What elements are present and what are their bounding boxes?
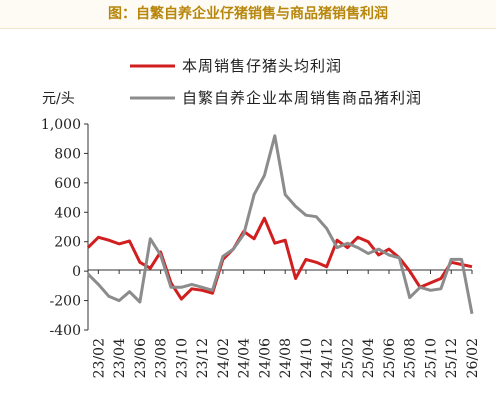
y-tick-label: -200	[50, 294, 81, 310]
series-line-2	[86, 134, 474, 315]
x-tick-label: 24/02	[216, 338, 232, 378]
x-tick-label: 23/10	[174, 338, 190, 378]
x-tick-label: 23/06	[133, 338, 149, 378]
y-tick-label: 800	[54, 146, 81, 162]
x-tick-label: 23/02	[91, 338, 107, 378]
x-tick-label: 24/04	[237, 338, 253, 378]
y-tick-label: 400	[54, 205, 81, 221]
x-tick-label: 24/12	[320, 338, 336, 378]
x-tick-label: 23/08	[154, 338, 170, 378]
title-bar	[0, 0, 496, 29]
x-tick-label: 25/12	[444, 338, 460, 378]
y-tick-label: 200	[54, 235, 81, 251]
legend-label-series1: 本周销售仔猪头均利润	[182, 57, 342, 75]
y-tick-label: 600	[54, 176, 81, 192]
x-tick-label: 25/02	[340, 338, 356, 378]
x-tick-label: 24/10	[299, 338, 315, 378]
legend-label-series2: 自繁自养企业本周销售商品猪利润	[182, 89, 422, 107]
x-tick-label: 25/10	[423, 338, 439, 378]
chart-title: 图：自繁自养企业仔猪销售与商品猪销售利润	[108, 6, 388, 22]
x-tick-label: 24/06	[257, 338, 273, 378]
x-tick-label: 25/08	[403, 338, 419, 378]
x-tick-label: 23/04	[112, 338, 128, 378]
y-tick-label: 0	[72, 264, 81, 280]
x-tick-label: 25/06	[382, 338, 398, 378]
y-tick-label: -400	[50, 323, 81, 339]
x-tick-label: 23/12	[195, 338, 211, 378]
y-tick-label: 1,000	[41, 117, 81, 133]
series-line-1	[86, 216, 473, 301]
y-axis-unit: 元/头	[42, 91, 75, 107]
x-tick-label: 26/02	[465, 338, 481, 378]
x-tick-label: 25/04	[361, 338, 377, 378]
x-tick-label: 24/08	[278, 338, 294, 378]
